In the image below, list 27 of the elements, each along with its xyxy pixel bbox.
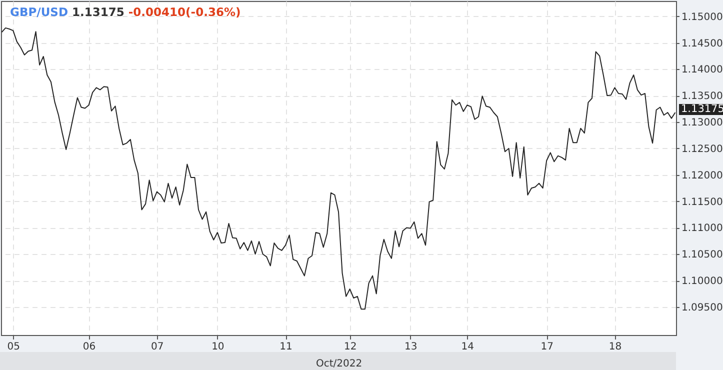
annotation: -0.00410(-0.36%) (127, 5, 241, 19)
y-tick-label: 1.09500 (682, 302, 723, 314)
x-axis-title: Oct/2022 (316, 358, 362, 370)
y-tick-label: 1.10000 (682, 276, 723, 288)
x-tick-label: 17 (540, 342, 554, 352)
y-tick-label: 1.13000 (682, 118, 723, 129)
y-tick-label: 1.12000 (682, 170, 723, 182)
y-tick-label: 1.12500 (682, 144, 723, 155)
line-series (1, 27, 676, 310)
annotation: 1.13175 (71, 5, 124, 19)
chart-title: GBP/USD (10, 5, 68, 19)
x-tick-label: 14 (461, 342, 474, 352)
x-tick-label: 05 (7, 342, 20, 352)
x-tick-label: 12 (344, 342, 357, 352)
y-tick-label: 1.10500 (682, 250, 723, 261)
x-tick-label: 18 (608, 342, 622, 352)
x-tick-label: 10 (212, 342, 224, 352)
y-tick-label: 1.11000 (682, 223, 723, 234)
x-tick-label: 07 (151, 342, 164, 352)
y-tick-label: 1.11500 (682, 196, 723, 208)
x-tick-label: 11 (280, 342, 292, 352)
x-tick-label: 13 (404, 342, 418, 352)
y-tick-label: 1.13500 (682, 91, 723, 102)
y-tick-label: 1.14000 (682, 64, 723, 76)
y-tick-label: 1.15000 (682, 12, 723, 23)
x-tick-label: 06 (82, 342, 96, 352)
y-tick-label: 1.14500 (682, 38, 723, 50)
